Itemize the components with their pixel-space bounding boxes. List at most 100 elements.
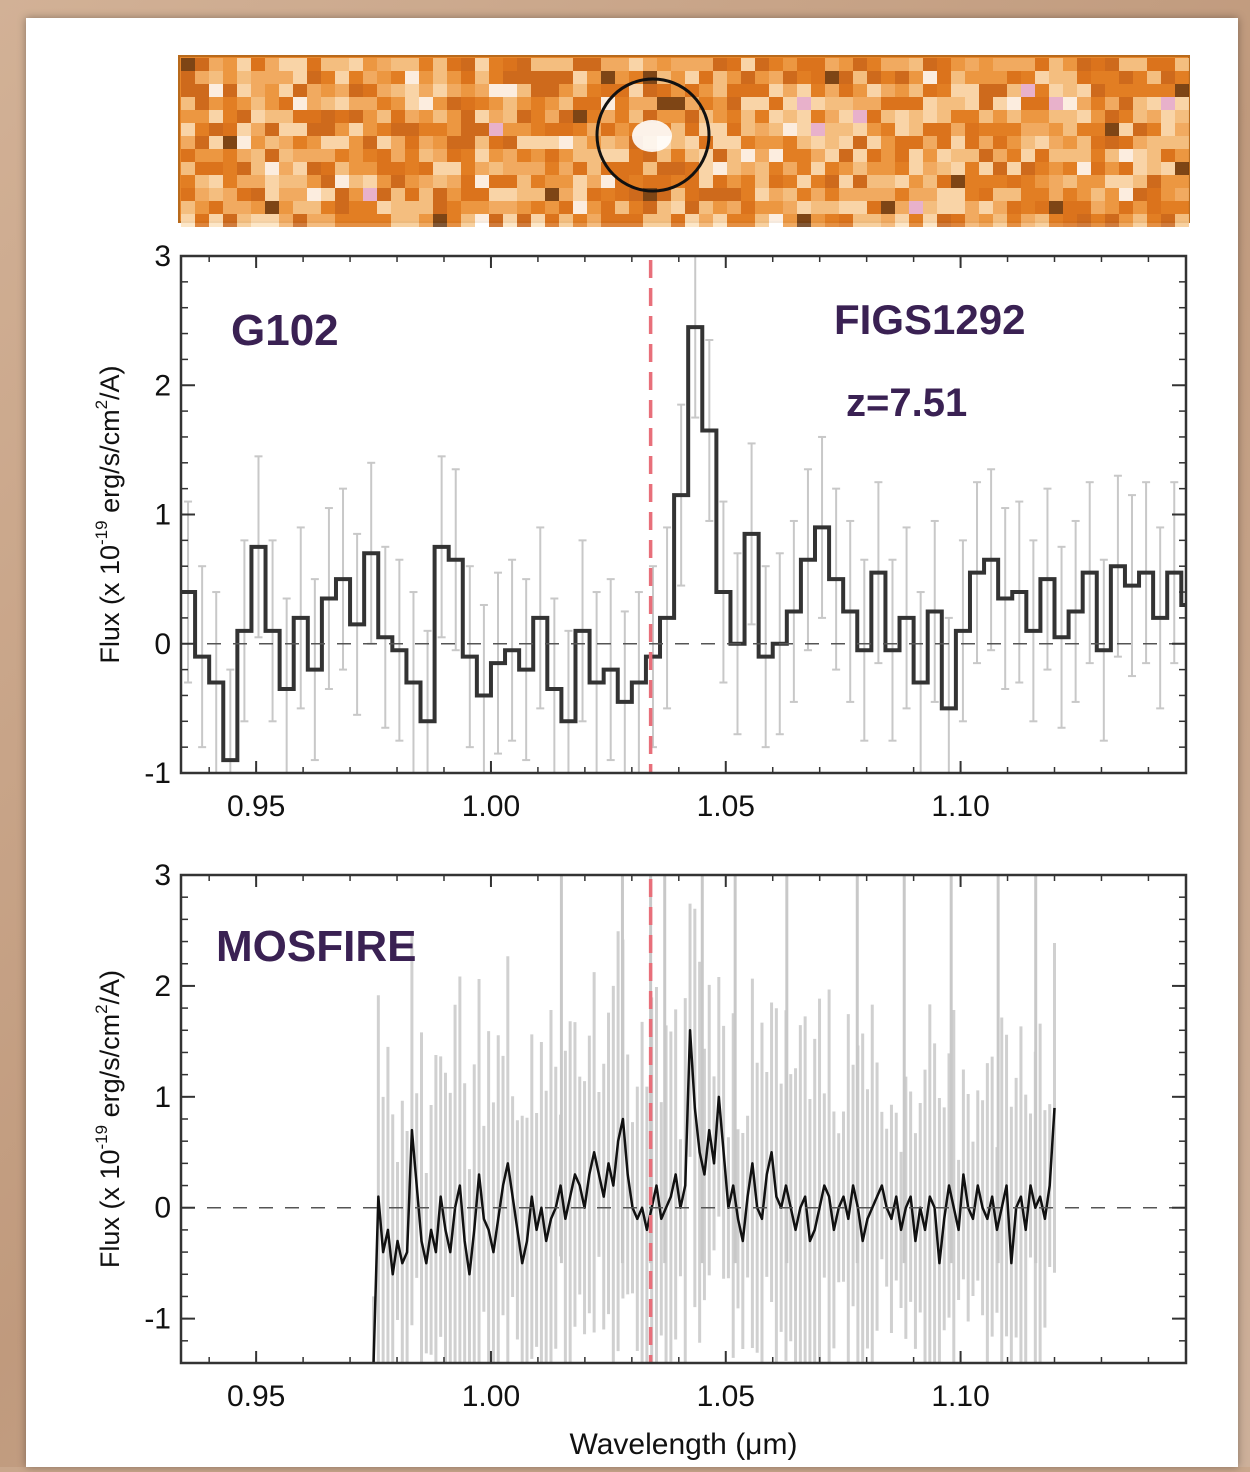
cutout-pixel [1133,149,1147,162]
cutout-pixel [377,123,391,136]
cutout-pixel [713,97,727,110]
cutout-pixel [1119,175,1133,188]
cutout-pixel [1021,214,1035,227]
cutout-pixel [265,97,279,110]
cutout-pixel [545,214,559,227]
cutout-pixel [909,162,923,175]
cutout-pixel [797,175,811,188]
cutout-pixel [447,97,461,110]
cutout-pixel [1105,84,1119,97]
cutout-pixel [391,110,405,123]
cutout-pixel [615,123,629,136]
cutout-pixel [1049,162,1063,175]
cutout-pixel [867,123,881,136]
cutout-pixel [195,149,209,162]
cutout-pixel [181,162,195,175]
cutout-pixel [503,58,517,71]
cutout-pixel [461,58,475,71]
cutout-pixel [1049,214,1063,227]
cutout-pixel [1063,214,1077,227]
cutout-pixel [853,84,867,97]
cutout-pixel [895,71,909,84]
cutout-pixel [699,175,713,188]
cutout-pixel [349,58,363,71]
cutout-pixel [1035,123,1049,136]
cutout-pixel [965,123,979,136]
cutout-pixel [1007,201,1021,214]
cutout-pixel [1049,149,1063,162]
cutout-pixel [965,110,979,123]
cutout-pixel [825,175,839,188]
cutout-pixel [741,175,755,188]
cutout-pixel [377,110,391,123]
cutout-pixel [979,123,993,136]
cutout-pixel [1077,201,1091,214]
cutout-pixel [755,71,769,84]
cutout-pixel [811,188,825,201]
cutout-pixel [825,71,839,84]
cutout-pixel [1007,136,1021,149]
cutout-pixel [195,58,209,71]
cutout-pixel [307,71,321,84]
cutout-pixel [699,84,713,97]
cutout-pixel [461,149,475,162]
cutout-pixel [1021,123,1035,136]
g102-spectrum-plot: 0.95 1.00 1.05 1.10 -1 0 1 2 3 Flux (x 10-19 erg/… [92,240,1188,823]
cutout-pixel [895,188,909,201]
cutout-pixel [419,123,433,136]
cutout-pixel [657,201,671,214]
cutout-pixel [839,84,853,97]
cutout-pixel [181,123,195,136]
cutout-pixel [629,97,643,110]
cutout-pixel [1091,188,1105,201]
cutout-pixel [517,201,531,214]
cutout-pixel [685,188,699,201]
cutout-pixel [1063,58,1077,71]
cutout-pixel [503,136,517,149]
cutout-pixel [461,214,475,227]
cutout-pixel [587,175,601,188]
cutout-pixel [419,149,433,162]
cutout-pixel [825,123,839,136]
cutout-pixel [503,71,517,84]
cutout-pixel [545,71,559,84]
cutout-pixel [335,149,349,162]
cutout-pixel [181,201,195,214]
cutout-pixel [839,110,853,123]
cutout-pixel [881,201,895,214]
cutout-pixel [545,175,559,188]
cutout-pixel [503,123,517,136]
cutout-pixel [1035,97,1049,110]
cutout-pixel [1175,110,1189,123]
cutout-pixel [713,110,727,123]
cutout-pixel [251,214,265,227]
y-tick-label: 1 [154,499,171,532]
cutout-pixel [517,123,531,136]
cutout-pixel [1133,110,1147,123]
cutout-pixel [881,84,895,97]
cutout-pixel [979,162,993,175]
cutout-pixel [965,162,979,175]
y-axis-label: Flux (x 10-19 erg/s/cm2/A) [92,365,125,663]
cutout-pixel [195,188,209,201]
cutout-pixel [447,162,461,175]
cutout-pixel [937,123,951,136]
cutout-pixel [475,162,489,175]
cutout-pixel [643,71,657,84]
cutout-pixel [881,136,895,149]
cutout-pixel [727,175,741,188]
cutout-pixel [741,188,755,201]
cutout-pixel [895,84,909,97]
cutout-pixel [713,175,727,188]
cutout-pixel [321,71,335,84]
cutout-pixel [531,136,545,149]
cutout-pixel [657,97,671,110]
cutout-pixel [1007,84,1021,97]
cutout-pixel [951,110,965,123]
cutout-pixel [881,214,895,227]
cutout-pixel [881,110,895,123]
cutout-pixel [713,162,727,175]
cutout-pixel [769,188,783,201]
cutout-pixel [1091,149,1105,162]
